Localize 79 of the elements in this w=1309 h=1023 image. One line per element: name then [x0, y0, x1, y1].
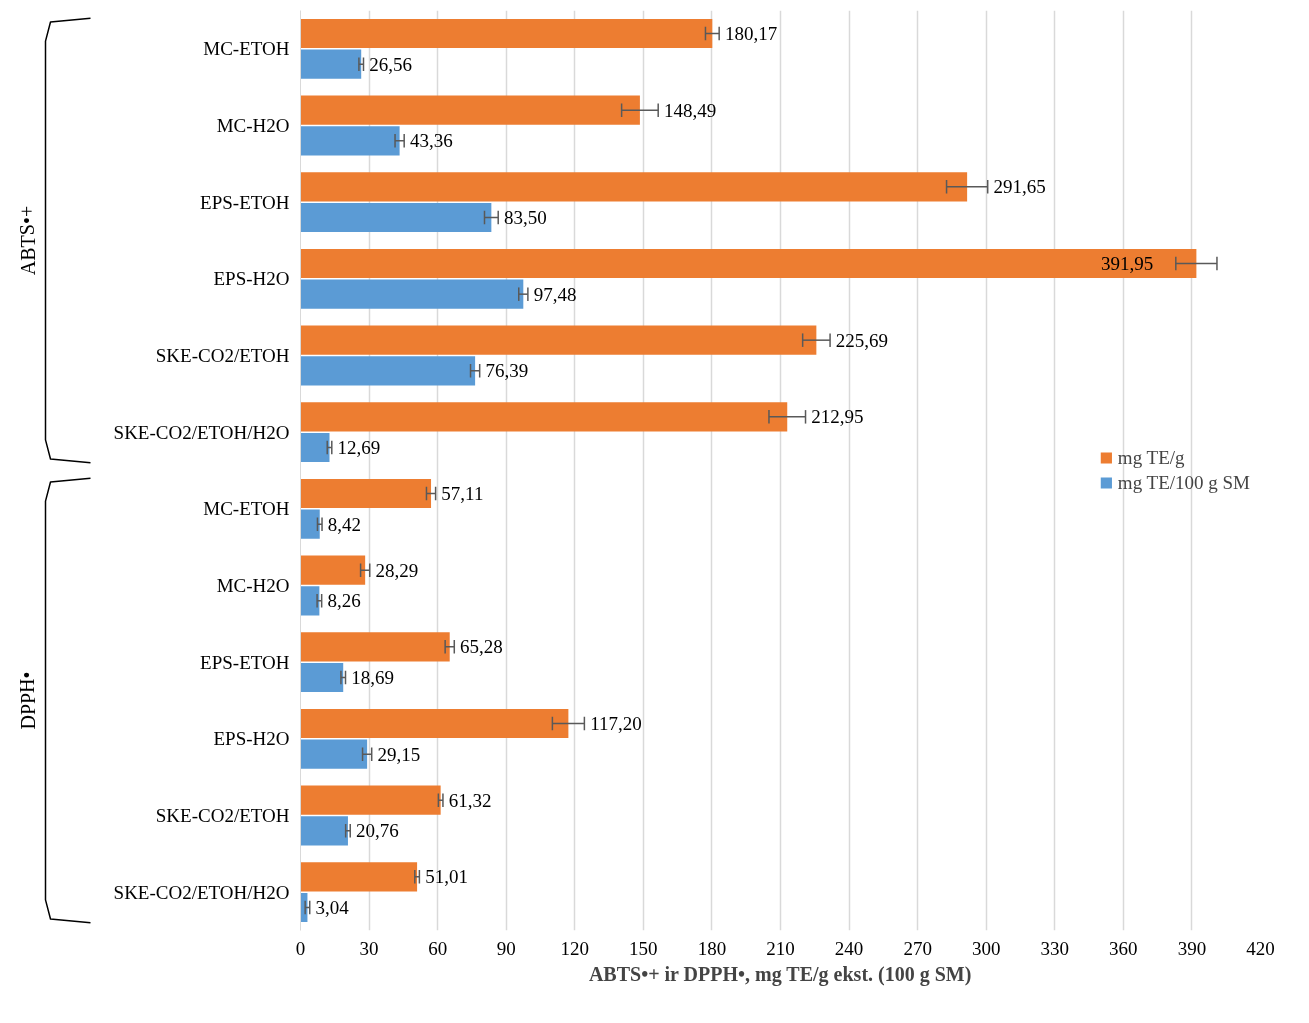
- data-label: 148,49: [663, 99, 717, 121]
- bar: [300, 49, 362, 79]
- bar: [300, 662, 344, 693]
- y-tick-label: MC-H2O: [216, 575, 290, 596]
- bar: [300, 632, 450, 662]
- data-label: 212,95: [811, 406, 864, 428]
- data-label: 57,11: [441, 483, 484, 504]
- legend-label: mg TE/100 g SM: [1117, 471, 1250, 494]
- bar: [300, 402, 788, 432]
- data-label: 291,65: [993, 176, 1046, 198]
- data-label: 97,48: [533, 283, 577, 305]
- x-tick-label: 150: [629, 937, 658, 959]
- bar: [300, 279, 524, 309]
- x-tick-label: 360: [1109, 937, 1138, 959]
- x-tick-label: 240: [834, 937, 864, 959]
- data-label: 43,36: [409, 130, 453, 152]
- bar: [300, 555, 366, 585]
- y-tick-label: SKE-CO2/ETOH/H2O: [113, 881, 290, 903]
- y-tick-label: MC-ETOH: [203, 498, 290, 520]
- x-tick-label: 420: [1246, 937, 1275, 959]
- y-tick-label: EPS-H2O: [213, 728, 290, 750]
- bar: [300, 432, 330, 463]
- bar: [300, 509, 320, 539]
- bar: [300, 478, 432, 509]
- bar: [300, 708, 569, 739]
- text: ABTS•+: [16, 205, 39, 276]
- bar: [300, 356, 476, 386]
- data-label: 26,56: [369, 53, 412, 75]
- data-label: 65,28: [460, 636, 503, 658]
- y-tick-label: EPS-ETOH: [200, 651, 290, 673]
- y-tick-label: EPS-ETOH: [200, 191, 290, 213]
- legend-label: mg TE/g: [1117, 446, 1185, 469]
- data-label: 12,69: [337, 437, 381, 458]
- bar: [300, 95, 640, 125]
- data-label: 8,26: [327, 590, 361, 612]
- x-tick-label: 0: [295, 937, 306, 959]
- x-tick-label: 330: [1040, 937, 1070, 959]
- x-tick-label: 300: [971, 937, 1001, 959]
- y-tick-label: SKE-CO2/ETOH: [155, 805, 290, 826]
- bar: [300, 862, 418, 892]
- data-label: 391,95: [1100, 253, 1154, 274]
- bar: [300, 202, 492, 233]
- x-tick-label: 30: [359, 937, 379, 959]
- x-tick-label: 390: [1177, 937, 1207, 959]
- data-label: 3,04: [315, 897, 350, 918]
- x-tick-label: 60: [428, 937, 448, 959]
- data-label: 76,39: [485, 360, 529, 382]
- data-label: 180,17: [724, 23, 778, 44]
- bar: [300, 172, 968, 202]
- x-tick-label: 180: [697, 937, 727, 959]
- bar: [300, 739, 368, 769]
- x-tick-label: 120: [560, 937, 590, 959]
- data-label: 225,69: [835, 329, 889, 351]
- data-label: 51,01: [425, 866, 468, 888]
- x-tick-label: 270: [903, 937, 932, 959]
- y-tick-label: SKE-CO2/ETOH: [155, 345, 290, 366]
- y-tick-label: SKE-CO2/ETOH/H2O: [113, 421, 290, 443]
- text: DPPH•: [16, 671, 39, 730]
- bar: [300, 126, 400, 156]
- data-label: 18,69: [351, 667, 395, 688]
- bar: [300, 785, 441, 815]
- y-tick-label: EPS-H2O: [213, 268, 290, 290]
- bar: [300, 586, 320, 616]
- data-label: 28,29: [375, 559, 419, 581]
- bar: [300, 18, 713, 49]
- data-label: 117,20: [590, 713, 642, 734]
- data-label: 8,42: [327, 513, 362, 535]
- data-label: 61,32: [448, 789, 492, 811]
- x-tick-label: 210: [766, 937, 795, 959]
- y-tick-label: MC-ETOH: [203, 38, 290, 60]
- bar: [300, 816, 348, 846]
- x-tick-label: 90: [496, 937, 516, 959]
- data-label: 29,15: [377, 743, 421, 765]
- data-label: 20,76: [356, 820, 399, 842]
- y-tick-label: MC-H2O: [216, 115, 290, 136]
- data-label: 83,50: [503, 207, 547, 228]
- x-axis-title: ABTS•+ ir DPPH•, mg TE/g ekst. (100 g SM): [588, 962, 972, 986]
- bar: [300, 325, 817, 355]
- bar: [300, 248, 1197, 279]
